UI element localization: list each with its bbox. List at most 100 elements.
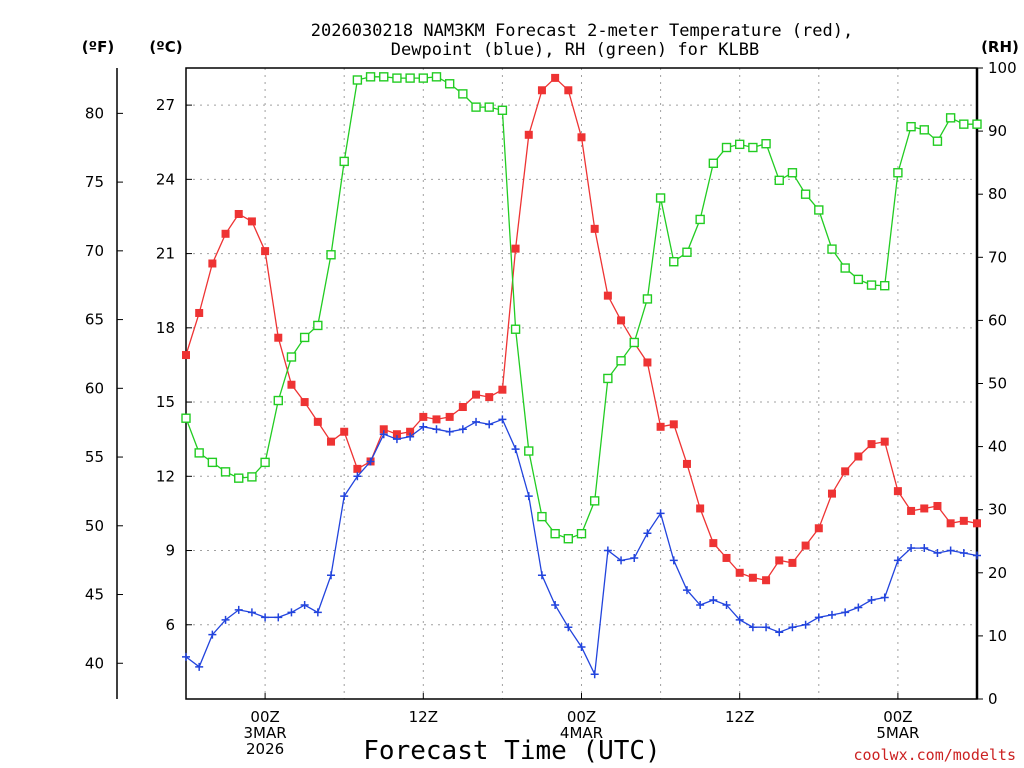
data-point: [814, 613, 823, 622]
data-point: [722, 600, 731, 609]
data-point: [788, 623, 797, 632]
series-dewpoint: [182, 415, 981, 679]
data-point: [866, 280, 877, 290]
data-point: [708, 158, 719, 168]
data-point: [907, 506, 916, 515]
data-point: [973, 551, 981, 560]
data-point: [524, 492, 533, 501]
data-point: [880, 280, 890, 291]
data-point: [932, 136, 943, 146]
x-tick-label: 00Z: [883, 708, 912, 726]
data-point: [617, 556, 626, 565]
data-point: [524, 446, 534, 456]
fahrenheit-tick-label: 75: [85, 173, 104, 191]
data-point: [445, 427, 454, 436]
data-point: [472, 417, 481, 426]
data-point: [406, 427, 415, 436]
data-point: [630, 553, 639, 562]
data-point: [406, 432, 415, 441]
grid-lines: [186, 68, 977, 699]
celsius-tick-label: 21: [156, 245, 175, 263]
series-2-meter-temperature: [182, 73, 981, 585]
celsius-tick-label: 15: [156, 393, 175, 411]
data-point: [234, 605, 243, 614]
data-point: [840, 263, 850, 273]
data-point: [893, 487, 902, 496]
data-point: [497, 105, 508, 115]
data-point: [827, 244, 837, 254]
data-point: [709, 596, 718, 605]
data-point: [669, 257, 679, 267]
fahrenheit-tick-label: 45: [85, 586, 104, 604]
data-point: [853, 274, 864, 285]
data-point: [432, 425, 441, 434]
data-point: [419, 412, 428, 421]
celsius-tick-label: 6: [165, 616, 175, 634]
data-point: [392, 73, 402, 83]
data-point: [247, 217, 256, 226]
fahrenheit-tick-label: 70: [85, 242, 104, 260]
data-point: [800, 189, 811, 199]
data-point: [419, 422, 428, 431]
data-point: [946, 519, 955, 528]
data-point: [274, 613, 283, 622]
data-point: [735, 568, 744, 577]
data-point: [418, 73, 428, 83]
data-point: [603, 373, 613, 384]
data-point: [669, 420, 678, 429]
data-point: [551, 73, 560, 82]
data-point: [735, 139, 745, 150]
data-point: [208, 630, 217, 639]
x-tick-label: 2026: [246, 740, 284, 758]
data-point: [867, 440, 876, 449]
data-point: [221, 229, 230, 238]
data-point: [959, 549, 968, 558]
data-point: [827, 489, 836, 498]
data-point: [300, 398, 309, 407]
data-point: [814, 524, 823, 533]
data-point: [472, 390, 481, 399]
data-point: [880, 593, 889, 602]
data-point: [576, 528, 587, 539]
data-series: [181, 72, 982, 679]
data-point: [762, 576, 771, 585]
data-point: [182, 351, 190, 360]
data-point: [788, 558, 797, 567]
data-point: [498, 385, 507, 394]
data-point: [392, 435, 401, 444]
data-point: [300, 600, 309, 609]
data-point: [721, 142, 732, 153]
data-point: [195, 662, 204, 671]
data-point: [299, 332, 310, 343]
data-point: [696, 600, 705, 609]
data-point: [682, 247, 692, 257]
tick-labels: 40 45 50 55 60 65 70 75 80 6 9 12 15 18 21 24 27 0 10 20 30 4…: [85, 59, 1017, 758]
chart-title-line-2: Dewpoint (blue), RH (green) for KLBB: [391, 40, 759, 60]
data-point: [511, 445, 520, 454]
data-point: [405, 73, 415, 83]
data-point: [643, 358, 652, 367]
data-point: [339, 156, 349, 167]
x-tick-label: 00Z: [250, 708, 279, 726]
data-point: [551, 600, 560, 609]
data-point: [313, 417, 322, 426]
data-point: [221, 615, 230, 624]
fahrenheit-tick-label: 80: [85, 104, 104, 122]
data-point: [432, 415, 441, 424]
data-point: [682, 586, 691, 595]
fahrenheit-tick-label: 65: [85, 311, 104, 329]
data-point: [379, 430, 388, 439]
x-tick-label: 5MAR: [876, 724, 919, 742]
data-point: [287, 608, 296, 617]
data-point: [182, 652, 190, 661]
rh-tick-label: 90: [988, 122, 1007, 140]
rh-tick-label: 40: [988, 438, 1007, 456]
data-point: [365, 72, 376, 82]
data-point: [801, 620, 810, 629]
rh-unit-label: (RH): [981, 38, 1019, 56]
data-point: [247, 608, 256, 617]
rh-tick-label: 50: [988, 375, 1007, 393]
fahrenheit-tick-label: 60: [85, 379, 104, 397]
data-point: [485, 420, 494, 429]
